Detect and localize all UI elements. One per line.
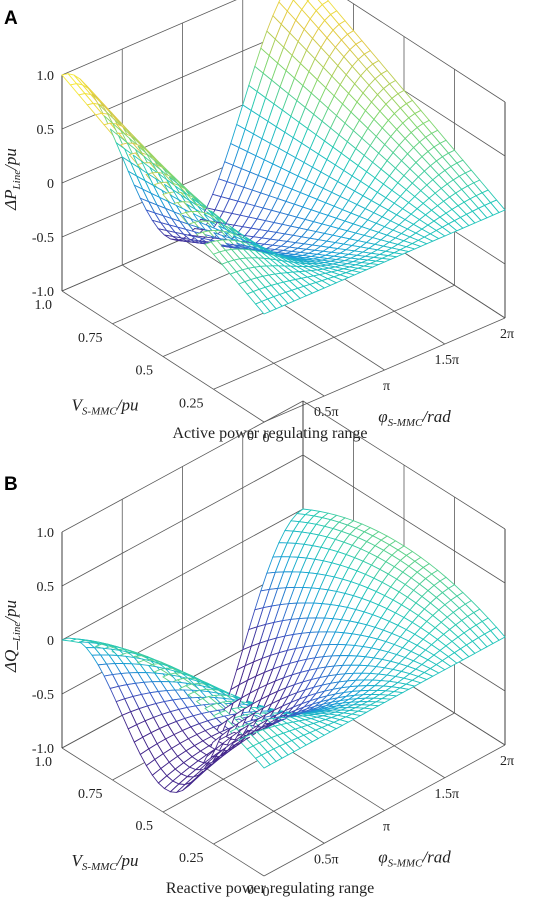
z-tick-label: -0.5 bbox=[32, 231, 54, 246]
phi-tick-label: π bbox=[383, 379, 390, 394]
z-tick-label: 1.0 bbox=[37, 526, 55, 541]
v-tick-label: 0 bbox=[247, 883, 254, 898]
z-gridline bbox=[61, 454, 506, 587]
v-tick-label: 0.75 bbox=[78, 787, 103, 802]
phi-tick-label: 1.5π bbox=[434, 353, 459, 368]
surface-cell bbox=[254, 754, 271, 769]
v-tick-label: 1.0 bbox=[35, 298, 53, 313]
panel-b-surface bbox=[61, 508, 506, 793]
phi-tick-label: 0 bbox=[263, 431, 270, 446]
z-gridline bbox=[61, 400, 506, 533]
z-tick-label: -0.5 bbox=[32, 688, 54, 703]
v-axis-label: VS-MMC/pu bbox=[72, 851, 139, 873]
phi-tick-label: 1.5π bbox=[434, 787, 459, 802]
floor-gridline bbox=[61, 747, 265, 877]
panel-b-ticks: -1.0 -0.5 0 0.5 1.0 0 0.25 0.5 0.75 1.0 0 0.5π π 1.5π… bbox=[32, 526, 514, 898]
panel-b-letter: B bbox=[4, 474, 18, 495]
panel-b-labels: ΔQ_Line/pu VS-MMC/pu φS-MMC/rad bbox=[1, 600, 451, 873]
surface-cell bbox=[254, 300, 271, 315]
panel-a-surface bbox=[61, 0, 506, 315]
phi-tick-label: 0.5π bbox=[314, 405, 339, 420]
z-tick-label: -1.0 bbox=[32, 742, 54, 757]
z-tick-label: 0.5 bbox=[37, 580, 55, 595]
phi-tick-label: 0.5π bbox=[314, 852, 339, 867]
panel-a-letter: A bbox=[4, 8, 18, 29]
panel-a-labels: ΔPLine/pu VS-MMC/pu φS-MMC/rad bbox=[1, 148, 451, 429]
phi-axis-label: φS-MMC/rad bbox=[378, 848, 451, 870]
v-tick-label: 0.5 bbox=[136, 819, 154, 834]
phi-tick-label: 2π bbox=[500, 754, 514, 769]
panel-a: A -1.0 -0.5 0 0.5 1.0 0 0.25 0.5 0.75 1.0 0 0.5π π 1.… bbox=[1, 0, 514, 446]
panel-b: B -1.0 -0.5 0 0.5 1.0 0 0.25 0.5 0.75 1.0 0 0.5π π 1.… bbox=[1, 400, 514, 898]
v-tick-label: 0.75 bbox=[78, 331, 103, 346]
phi-tick-label: 2π bbox=[500, 327, 514, 342]
z-tick-label: 1.0 bbox=[37, 69, 55, 84]
z-tick-label: 0 bbox=[47, 177, 54, 192]
z-tick-label: 0 bbox=[47, 634, 54, 649]
z-gridline bbox=[61, 0, 506, 103]
v-tick-label: 1.0 bbox=[35, 755, 53, 770]
z-axis-label: ΔPLine/pu bbox=[1, 148, 23, 211]
floor-gridline bbox=[122, 264, 325, 397]
z-tick-label: -1.0 bbox=[32, 285, 54, 300]
phi-axis-label: φS-MMC/rad bbox=[378, 407, 451, 429]
v-axis-label: VS-MMC/pu bbox=[72, 396, 139, 418]
v-tick-label: 0 bbox=[247, 429, 254, 444]
v-tick-label: 0.25 bbox=[179, 396, 204, 411]
z-tick-label: 0.5 bbox=[37, 123, 55, 138]
phi-tick-label: 0 bbox=[263, 885, 270, 898]
z-axis-label: ΔQ_Line/pu bbox=[1, 600, 23, 673]
panel-b-caption: Reactive power regulating range bbox=[166, 880, 374, 897]
floor-gridline bbox=[61, 290, 265, 423]
surface-cell bbox=[169, 783, 186, 793]
panel-a-ticks: -1.0 -0.5 0 0.5 1.0 0 0.25 0.5 0.75 1.0 0 0.5π π 1.5π… bbox=[32, 69, 514, 446]
v-tick-label: 0.25 bbox=[179, 851, 204, 866]
panel-a-caption: Active power regulating range bbox=[172, 425, 367, 442]
v-tick-label: 0.5 bbox=[136, 364, 154, 379]
phi-tick-label: π bbox=[383, 820, 390, 835]
